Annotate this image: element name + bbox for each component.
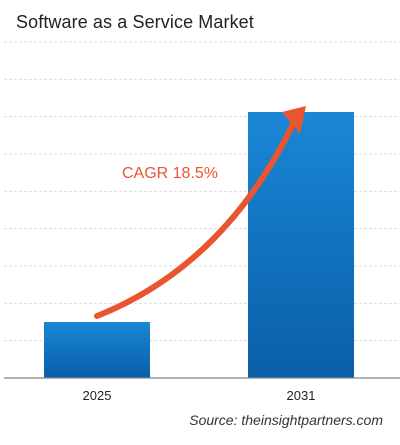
source-caption: Source: theinsightpartners.com xyxy=(189,412,383,428)
growth-arrow xyxy=(94,106,306,319)
x-tick-label: 2025 xyxy=(83,388,112,403)
chart-title: Software as a Service Market xyxy=(16,12,254,32)
growth-arrow-head xyxy=(282,106,306,134)
bar-2031 xyxy=(248,112,354,378)
bars xyxy=(44,112,354,378)
growth-arrow-curve xyxy=(94,119,297,319)
cagr-annotation: CAGR 18.5% xyxy=(122,165,218,182)
bar-2025 xyxy=(44,322,150,378)
x-tick-label: 2031 xyxy=(287,388,316,403)
x-tick-labels: 2025 2031 xyxy=(83,388,316,403)
